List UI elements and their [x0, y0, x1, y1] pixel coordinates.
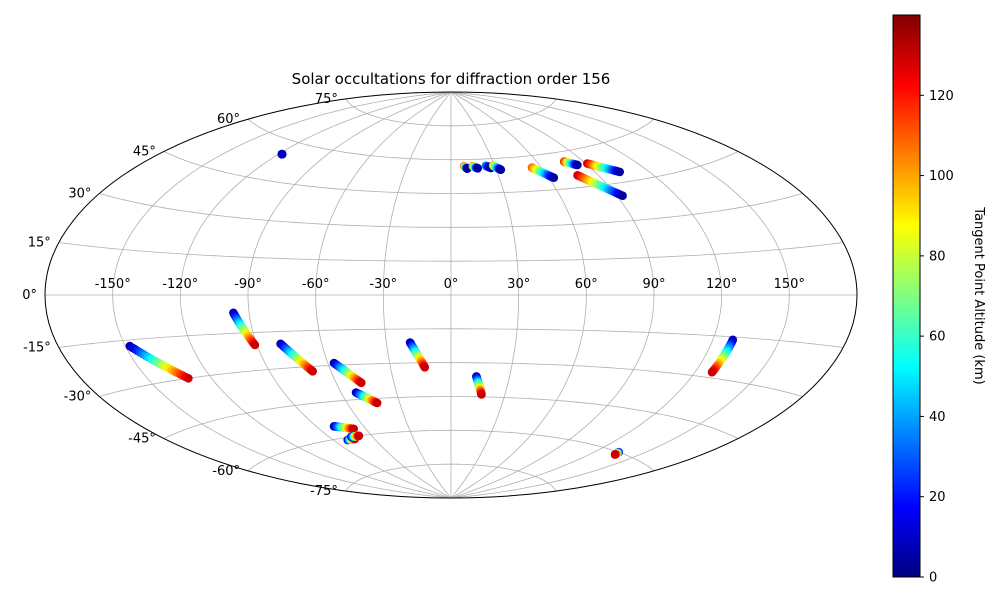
parallel-line: [99, 193, 803, 228]
occultation-track: [125, 341, 193, 383]
longitude-tick-label: 30°: [507, 277, 530, 292]
latitude-tick-label: -30°: [64, 390, 92, 405]
longitude-tick-label: -60°: [302, 277, 330, 292]
latitude-tick-label: 60°: [217, 112, 240, 127]
parallel-line: [163, 151, 739, 194]
occultation-point: [610, 450, 620, 459]
occultation-track: [405, 338, 430, 372]
latitude-tick-label: 0°: [22, 288, 37, 303]
parallel-line: [247, 118, 655, 161]
occultation-track: [573, 171, 627, 200]
longitude-tick-label: -150°: [95, 277, 131, 292]
occultation-point: [354, 431, 364, 441]
latitude-tick-label: 30°: [68, 187, 91, 202]
colorbar-ticks: 0 20 40 60 80 100 120: [920, 89, 954, 586]
colorbar-tick-label: 40: [929, 410, 946, 425]
occultation-track: [468, 161, 483, 173]
occultation-track: [329, 358, 366, 388]
occultation-point: [420, 363, 430, 372]
longitude-tick-label: -120°: [162, 277, 198, 292]
longitude-tick-label: 90°: [642, 277, 665, 292]
parallel-line: [345, 98, 557, 127]
longitude-tick-labels: -150° -120° -90° -60° -30° 0° 30° 60° 90° 120° 150…: [95, 277, 805, 292]
longitude-tick-label: -90°: [234, 277, 262, 292]
latitude-tick-label: -75°: [310, 484, 338, 499]
latitude-tick-label: -60°: [212, 464, 240, 479]
colorbar-tick-label: 20: [929, 490, 946, 505]
latitude-tick-label: -45°: [128, 432, 156, 447]
longitude-tick-label: 150°: [774, 277, 805, 292]
parallel-line: [99, 362, 803, 397]
occultation-track: [229, 308, 260, 350]
latitude-tick-label: 75°: [315, 92, 338, 107]
latitude-tick-label: -15°: [23, 341, 51, 356]
occultation-track: [559, 157, 582, 170]
colorbar-label: Tangent Point Altitude (km): [971, 206, 986, 384]
colorbar-tick-label: 100: [929, 169, 954, 184]
occultation-point: [357, 378, 366, 388]
parallel-line: [163, 396, 739, 439]
occultation-point: [618, 191, 627, 200]
occultation-track: [459, 162, 472, 173]
longitude-tick-label: 0°: [444, 277, 459, 292]
occultation-point: [549, 173, 559, 182]
occultation-track: [329, 422, 359, 434]
latitude-tick-label: 15°: [28, 236, 51, 251]
colorbar-tick-label: 0: [929, 571, 937, 586]
colorbar-tick-label: 80: [929, 249, 946, 264]
occultation-point: [308, 367, 318, 376]
occultation-point: [372, 398, 382, 408]
occultation-track: [276, 339, 318, 376]
occultation-track: [488, 161, 506, 174]
occultation-point: [349, 424, 359, 434]
parallel-line: [58, 242, 844, 262]
occultation-point: [615, 167, 624, 177]
chart-title: Solar occultations for diffraction order…: [292, 70, 611, 88]
longitude-tick-label: -30°: [369, 277, 397, 292]
parallel-line: [345, 463, 557, 492]
occultation-track: [347, 431, 364, 442]
occultation-track: [277, 149, 287, 159]
occultation-point: [496, 165, 506, 174]
occultation-track: [610, 447, 623, 459]
colorbar-tick-label: 120: [929, 89, 954, 104]
occultation-track: [527, 163, 559, 182]
occultation-point: [277, 149, 287, 159]
occultation-track: [472, 372, 486, 399]
map-boundary: [44, 91, 858, 499]
occultation-track: [583, 159, 624, 177]
occultation-points: [125, 149, 738, 459]
occultation-point: [707, 367, 717, 377]
occultation-point: [477, 390, 486, 399]
occultation-point: [573, 160, 582, 170]
map-gridlines: [45, 92, 857, 498]
occultation-point: [184, 374, 193, 383]
colorbar: [892, 14, 921, 578]
occultation-track: [707, 335, 738, 377]
parallel-line: [58, 328, 844, 348]
latitude-tick-label: 45°: [133, 145, 156, 160]
parallel-line: [247, 429, 655, 472]
occultation-point: [250, 340, 260, 350]
occultation-point: [473, 164, 483, 173]
latitude-tick-labels: 75° 60° 45° 30° 15° 0° -15° -30° -45° -60° -75°: [22, 92, 338, 499]
longitude-tick-label: 60°: [575, 277, 598, 292]
longitude-tick-label: 120°: [706, 277, 737, 292]
occultation-track: [351, 388, 382, 408]
colorbar-tick-label: 60: [929, 330, 946, 345]
